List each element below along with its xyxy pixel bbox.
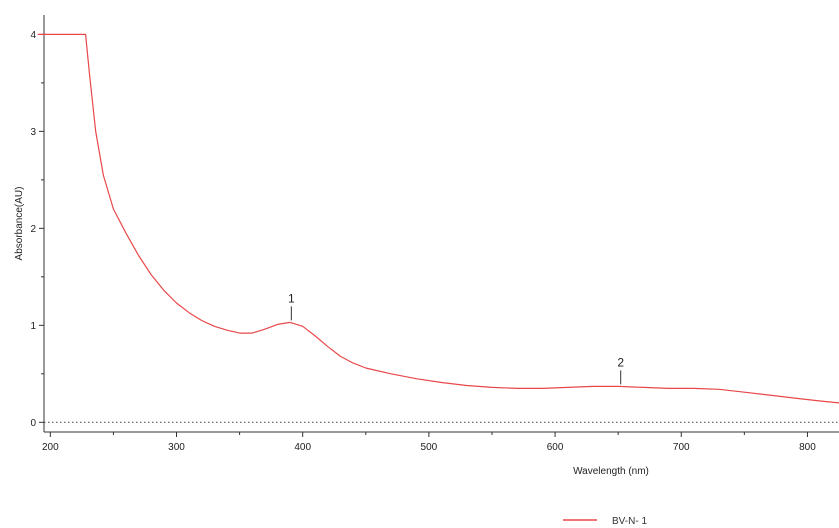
y-tick-label: 4 bbox=[30, 30, 36, 41]
x-tick-label: 600 bbox=[547, 442, 564, 453]
x-tick-label: 200 bbox=[42, 442, 59, 453]
series-line-bv-n-1 bbox=[37, 33, 839, 404]
y-tick-label: 3 bbox=[30, 127, 36, 138]
x-tick-label: 400 bbox=[294, 442, 311, 453]
x-tick-label: 300 bbox=[168, 442, 185, 453]
peak-markers: 12 bbox=[288, 291, 624, 385]
x-ticks: 200 300 400 500 600 700 800 bbox=[42, 432, 816, 453]
y-tick-label: 0 bbox=[30, 418, 36, 429]
x-tick-label: 800 bbox=[799, 442, 816, 453]
y-ticks: 0 1 2 3 4 bbox=[30, 30, 44, 429]
y-tick-label: 1 bbox=[30, 321, 36, 332]
x-tick-label: 500 bbox=[421, 442, 438, 453]
legend-label: BV-N- 1 bbox=[612, 516, 647, 527]
x-tick-label: 700 bbox=[673, 442, 690, 453]
y-tick-label: 2 bbox=[30, 224, 36, 235]
x-axis-title: Wavelength (nm) bbox=[573, 466, 649, 477]
peak-label: 2 bbox=[617, 355, 624, 369]
y-axis-title: Absorbance(AU) bbox=[14, 187, 25, 261]
legend: BV-N- 1 bbox=[563, 516, 647, 527]
peak-label: 1 bbox=[288, 291, 295, 305]
